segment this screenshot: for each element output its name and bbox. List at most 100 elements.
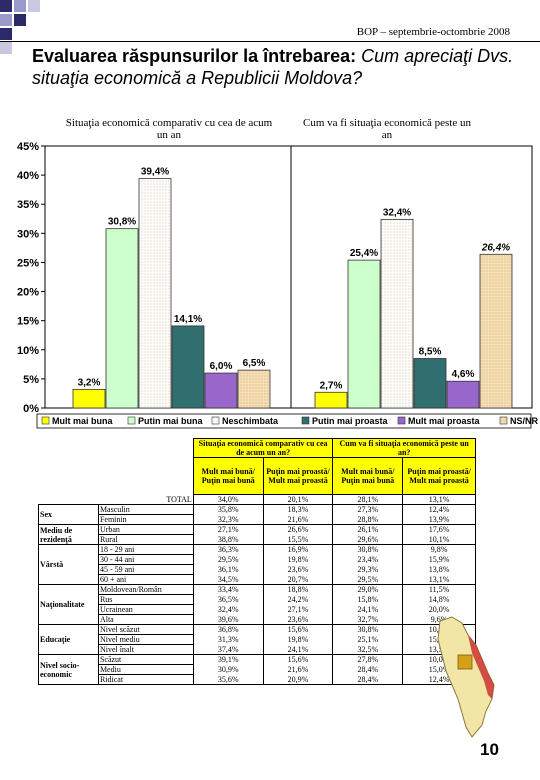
table-cell: 13,8% <box>402 564 476 575</box>
row-label: Scăzut <box>97 654 194 665</box>
table-cell: 27,1% <box>192 524 264 535</box>
bar-mult-mai-buna <box>72 388 106 409</box>
table-row: Mediu de rezidenţă Urban 27,1% 26,6% 26,1% 17… <box>38 524 476 545</box>
bar-mult-mai-buna <box>314 391 348 409</box>
table-cell: 31,3% <box>192 634 264 645</box>
table-cell: 9,8% <box>402 544 476 555</box>
total-value: 20,1% <box>262 494 334 505</box>
plot-area <box>44 145 533 409</box>
table-row: 60 + ani 34,5% 20,7% 29,5% 13,1% <box>39 574 476 585</box>
table-cell: 12,4% <box>402 504 476 515</box>
table-cell: 15,9% <box>402 554 476 565</box>
decor-square <box>14 14 26 26</box>
table-row: Vârstă 18 - 29 ani 36,3% 16,9% 30,8% 9,8% <box>38 544 476 585</box>
y-tick-label: 0% <box>23 403 39 415</box>
table-cell: 21,6% <box>262 664 334 675</box>
y-tick-label: 40% <box>17 170 39 182</box>
table-cell: 26,1% <box>332 524 404 535</box>
table-cell: 19,8% <box>262 634 334 645</box>
row-label: 30 - 44 ani <box>97 554 194 565</box>
table-cell: 10,1% <box>402 534 476 545</box>
table-cell: 34,5% <box>192 574 264 585</box>
table-cell: 25,1% <box>332 634 404 645</box>
legend-label: Mult mai proasta <box>408 416 481 426</box>
table-cell: 29,5% <box>192 554 264 565</box>
bar-putin-mai-buna <box>105 228 139 409</box>
row-label: Masculin <box>97 504 194 515</box>
table-cell: 36,5% <box>192 594 264 605</box>
data-label: 26,4% <box>481 242 510 253</box>
table-cell: 16,9% <box>262 544 334 555</box>
table-cell: 23,6% <box>262 614 334 625</box>
bar-putin-mai-buna <box>347 259 381 409</box>
table-cell: 23,4% <box>332 554 404 565</box>
decor-square <box>0 28 12 40</box>
table-cell: 35,8% <box>192 504 264 515</box>
bar-ns/nr <box>237 369 271 409</box>
data-label: 8,5% <box>419 347 442 358</box>
row-group-label: Vârstă <box>38 544 99 585</box>
row-label: Rus <box>97 594 194 605</box>
table-row: Feminin 32,3% 21,6% 28,8% 13,9% <box>39 514 476 525</box>
data-label: 32,4% <box>383 207 411 218</box>
table-cell: 30,8% <box>332 624 404 635</box>
y-tick-label: 5% <box>23 374 39 386</box>
table-cell: 33,4% <box>192 584 264 595</box>
group-header-future: Cum va fi situaţia economică peste un an… <box>332 438 476 458</box>
bar-neschimbata <box>138 178 172 409</box>
decor-square <box>0 0 12 12</box>
row-group-label: Nivel socio-economic <box>38 654 99 685</box>
table-row: Alta 39,6% 23,6% 32,7% 9,6% <box>39 614 476 625</box>
legend-swatch <box>301 416 310 425</box>
data-label: 3,2% <box>78 377 101 388</box>
table-cell: 24,1% <box>332 604 404 615</box>
legend-label: Neschimbata <box>222 416 279 426</box>
table-cell: 24,2% <box>262 594 334 605</box>
row-label: Ridicat <box>97 674 194 685</box>
table-cell: 18,3% <box>262 504 334 515</box>
row-label: Nivel mediu <box>97 634 194 645</box>
y-tick-label: 25% <box>17 257 39 269</box>
table-cell: 15,8% <box>332 594 404 605</box>
table-row: Ridicat 35,6% 20,9% 28,4% 12,4% <box>39 674 476 685</box>
title-question: Cum apreciaţi Dvs. situaţia economică a … <box>32 46 514 88</box>
table-cell: 36,1% <box>192 564 264 575</box>
table-cell: 32,5% <box>332 644 404 655</box>
group-header-past: Situaţia economică comparativ cu cea de … <box>192 438 334 458</box>
col-header-worse-future: Puţin mai proastă/ Mult mai proastă <box>402 457 476 495</box>
row-label: Urban <box>97 524 194 535</box>
table-cell: 32,3% <box>192 514 264 525</box>
table-cell: 19,8% <box>262 554 334 565</box>
table-cell: 17,6% <box>402 524 476 535</box>
col-header-worse-past: Puţin mai proastă/ Mult mai proastă <box>262 457 334 495</box>
table-cell: 20,7% <box>262 574 334 585</box>
legend-swatch <box>211 416 220 425</box>
bar-putin-mai-proasta <box>171 325 205 409</box>
row-label: Nivel scăzut <box>97 624 194 635</box>
table-cell: 15,6% <box>262 654 334 665</box>
decor-square <box>0 14 12 26</box>
data-label: 14,1% <box>174 314 202 325</box>
table-cell: 39,1% <box>192 654 264 665</box>
table-cell: 28,4% <box>332 664 404 675</box>
table-cell: 11,5% <box>402 584 476 595</box>
table-cell: 29,3% <box>332 564 404 575</box>
legend-label: Putin mai buna <box>138 416 203 426</box>
decor-square <box>28 0 40 12</box>
page-number: 10 <box>480 740 499 759</box>
table-cell: 27,8% <box>332 654 404 665</box>
table-cell: 24,1% <box>262 644 334 655</box>
y-tick-label: 10% <box>17 345 39 357</box>
legend-swatch <box>499 416 508 425</box>
row-label: 60 + ani <box>97 574 194 585</box>
total-label: TOTAL <box>98 494 194 505</box>
page-title: Evaluarea răspunsurilor la întrebarea: C… <box>32 45 532 89</box>
data-label: 2,7% <box>320 380 343 391</box>
moldova-map-image <box>437 616 495 738</box>
row-label: 45 - 59 ani <box>97 564 194 575</box>
table-cell: 39,6% <box>192 614 264 625</box>
table-cell: 29,5% <box>332 574 404 585</box>
bar-mult-mai-proasta <box>204 372 238 409</box>
